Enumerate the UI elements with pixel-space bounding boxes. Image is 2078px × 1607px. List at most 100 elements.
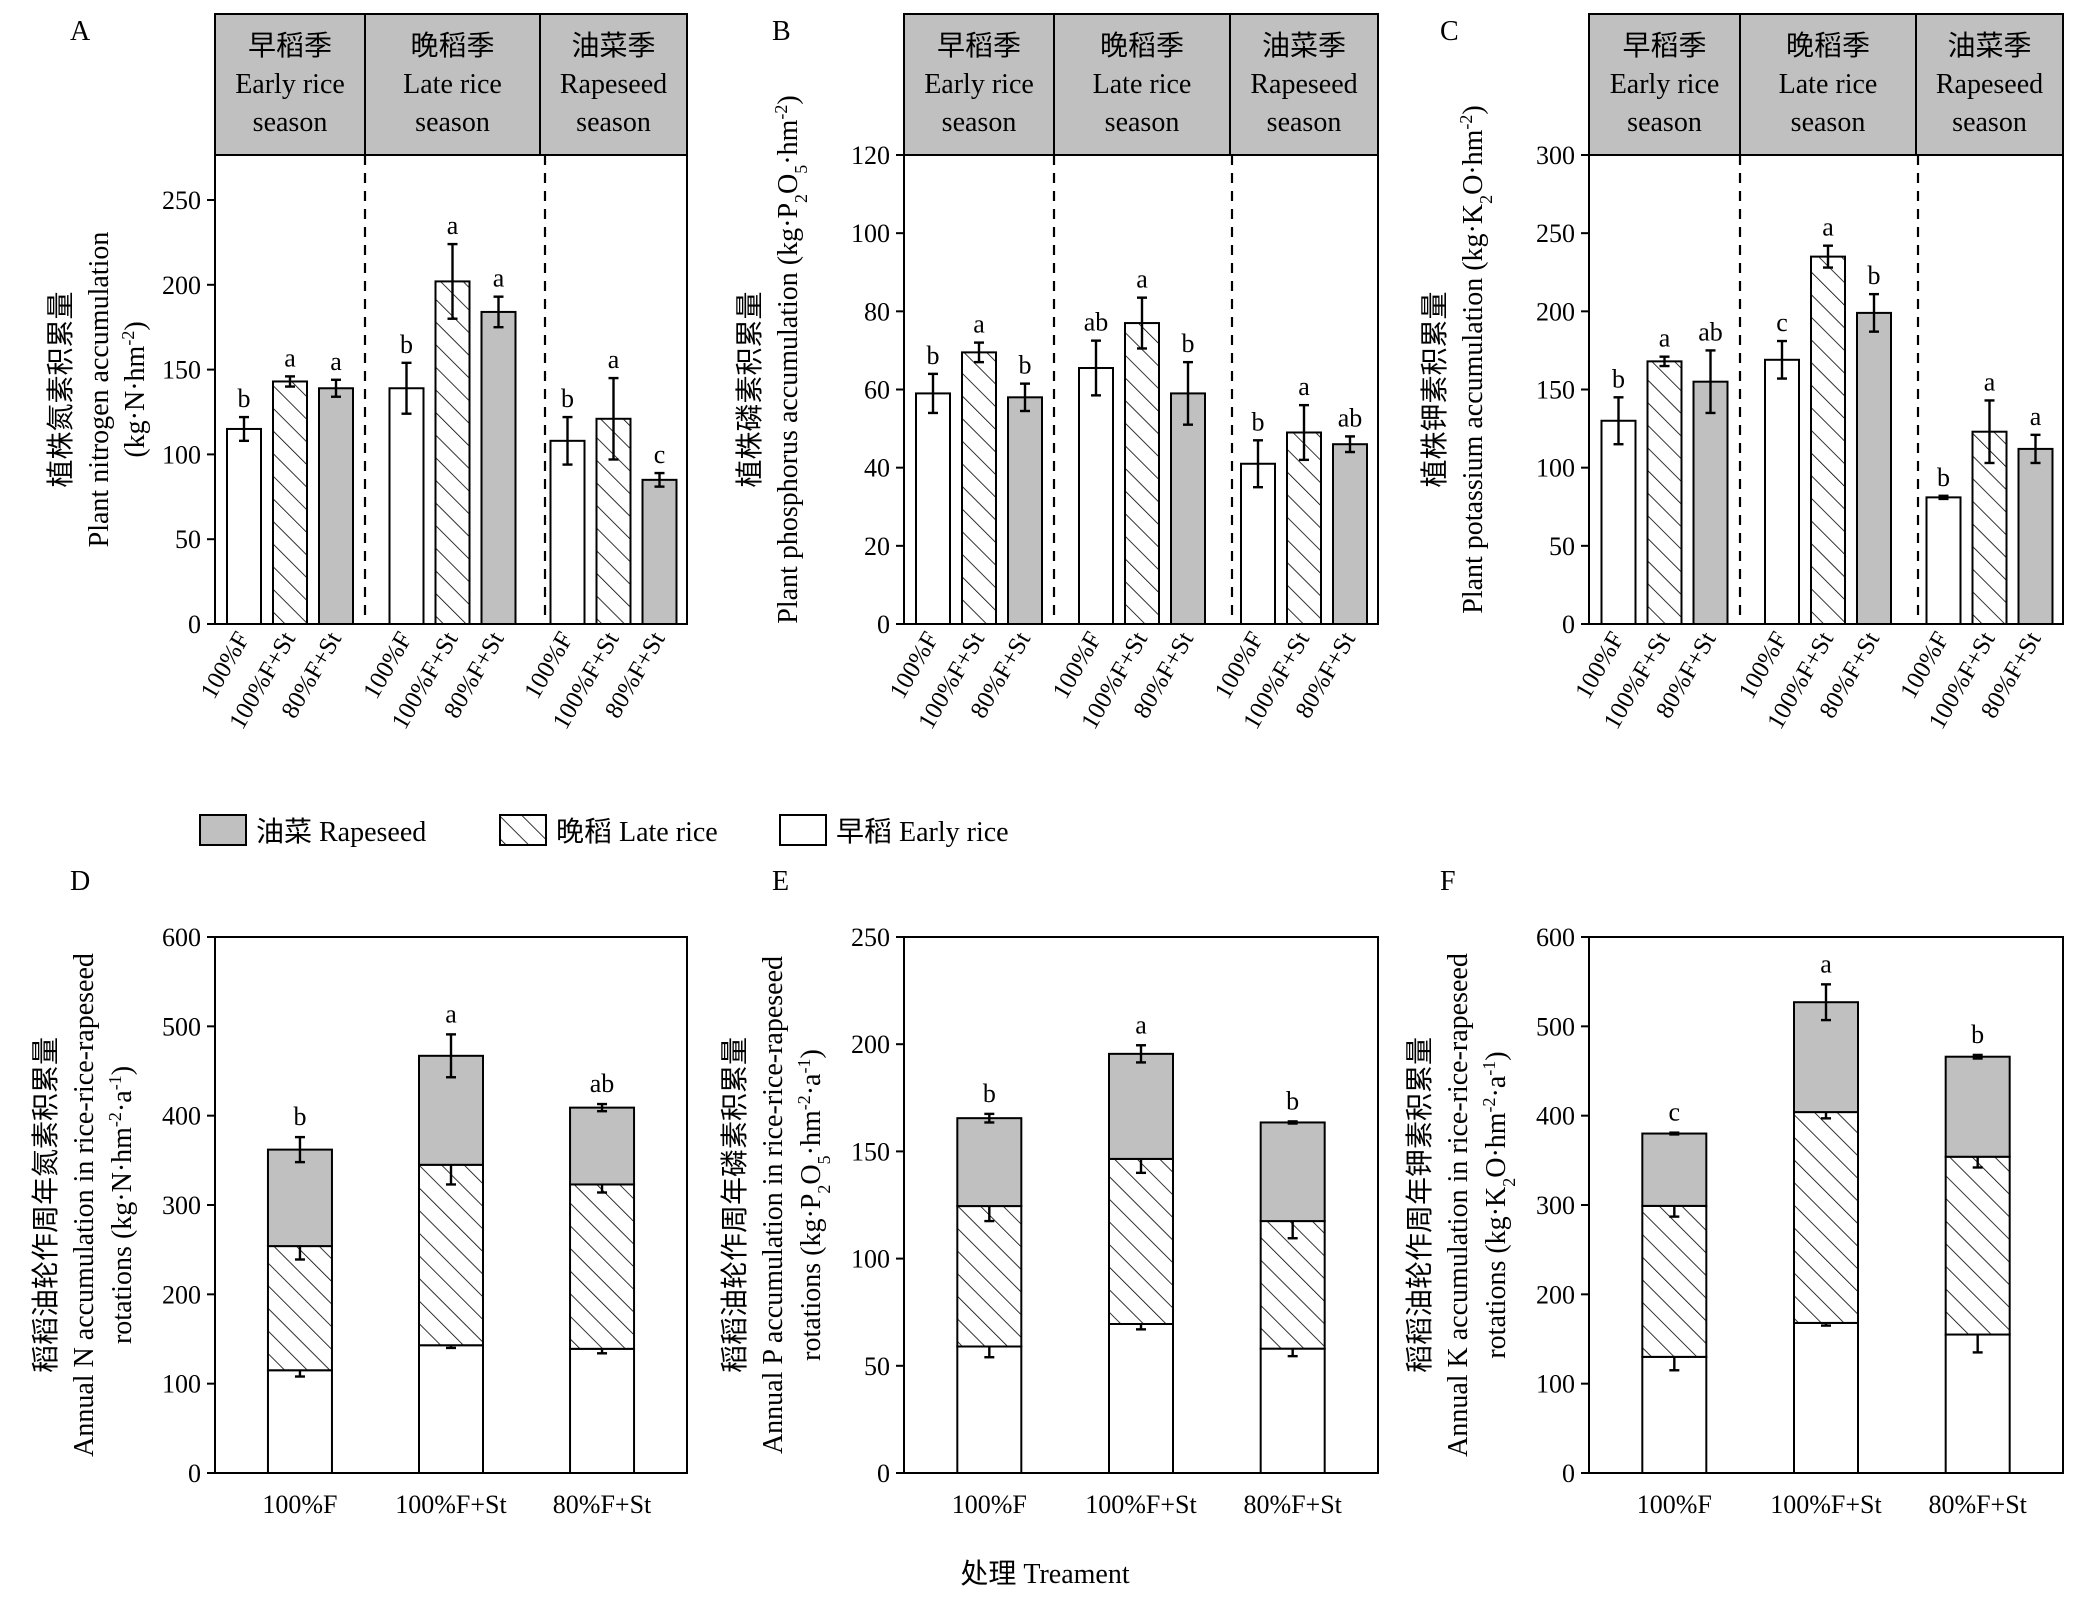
panel-b: B 早稻季 Early rice season 晚稻季 Late rice season 油菜… <box>734 13 1379 734</box>
significance-letter: b <box>1252 407 1265 436</box>
season-label-en: season <box>1791 107 1866 138</box>
significance-letter: a <box>493 264 505 293</box>
y-axis-label-zh: 稻稻油轮作周年氮素积累量 <box>30 1037 62 1373</box>
stacked-segment <box>956 1205 1023 1348</box>
bar <box>434 280 471 625</box>
y-tick-label: 200 <box>851 1030 890 1059</box>
season-header-box <box>539 13 688 156</box>
significance-letter: a <box>1822 213 1834 242</box>
bar <box>1692 380 1729 625</box>
y-tick-label: 80 <box>864 297 890 326</box>
bar <box>641 478 678 625</box>
significance-letter: a <box>1984 367 1996 396</box>
panel-letter: C <box>1440 16 1459 47</box>
significance-letter: b <box>1937 463 1950 492</box>
y-tick-label: 100 <box>851 1245 890 1274</box>
y-axis-label-en: Annual N accumulation in rice-rice-rapes… <box>69 953 100 1457</box>
significance-letter: a <box>1298 372 1310 401</box>
y-axis-label-en: Plant potassium accumulation (kg·K2O·hm-… <box>1456 105 1496 613</box>
y-tick-label: 120 <box>851 141 890 170</box>
significance-letter: c <box>1776 308 1788 337</box>
bar <box>1925 496 1962 625</box>
legend: 油菜 Rapeseed 晚稻 Late rice 早稻 Early rice <box>199 814 1009 848</box>
stacked-segment <box>569 1347 636 1474</box>
significance-letter: b <box>400 330 413 359</box>
season-header-box <box>214 13 366 156</box>
y-tick-label: 40 <box>864 454 890 483</box>
y-tick-label: 0 <box>877 610 890 639</box>
stacked-segment <box>1259 1347 1326 1474</box>
season-label-en: Early rice <box>924 69 1034 100</box>
panel-c: C 早稻季 Early rice season 晚稻季 Late rice season 油菜… <box>1419 13 2064 734</box>
season-header-box <box>364 13 541 156</box>
significance-letter: ab <box>1084 308 1109 337</box>
significance-letter: a <box>1820 949 1832 978</box>
y-tick-label: 250 <box>162 186 201 215</box>
panel-e: E 0 50 100 150 200 250 稻稻油轮作周年磷素积累量 Annual P acc… <box>719 866 1379 1519</box>
y-tick-label: 0 <box>1562 1459 1575 1488</box>
panel-letter: F <box>1440 866 1456 897</box>
y-axis-unit: (kg·N·hm-2) <box>118 321 151 457</box>
stacked-segment <box>569 1106 636 1186</box>
panel-letter: D <box>70 866 90 897</box>
significance-letter: b <box>1182 329 1195 358</box>
bar <box>1600 419 1637 625</box>
y-tick-label: 400 <box>1536 1102 1575 1131</box>
significance-letter: a <box>608 345 620 374</box>
significance-letter: c <box>1669 1098 1681 1127</box>
significance-letter: ab <box>1698 317 1723 346</box>
significance-letter: b <box>983 1079 996 1108</box>
season-label-en: season <box>576 107 651 138</box>
bar <box>549 439 586 625</box>
bar <box>915 392 951 625</box>
x-tick-label: 100%F <box>262 1490 337 1519</box>
season-label-en: season <box>1267 107 1342 138</box>
y-tick-label: 150 <box>851 1137 890 1166</box>
panel-letter: A <box>70 16 91 47</box>
legend-swatch-rapeseed <box>199 814 247 846</box>
stacked-segment <box>266 1245 333 1372</box>
y-tick-label: 100 <box>162 1370 201 1399</box>
significance-letter: a <box>284 343 296 372</box>
y-tick-label: 50 <box>864 1352 890 1381</box>
season-header-box <box>1915 13 2064 156</box>
season-label-zh: 油菜季 <box>1262 30 1346 62</box>
x-tick-label: 100%F <box>952 1490 1027 1519</box>
y-axis-label-en: Plant phosphorus accumulation (kg·P2O5·h… <box>771 95 811 623</box>
significance-letter: a <box>330 347 342 376</box>
legend-label-early-rice: 早稻 Early rice <box>836 816 1009 848</box>
stacked-segment <box>1259 1220 1326 1350</box>
panel-letter: B <box>772 16 791 47</box>
x-tick-label: 80%F+St <box>553 1490 652 1519</box>
y-tick-label: 400 <box>162 1102 201 1131</box>
panel-letter: E <box>772 866 789 897</box>
y-tick-label: 100 <box>1536 1370 1575 1399</box>
bar <box>1007 396 1043 626</box>
season-label-en: Rapeseed <box>1936 69 2043 100</box>
y-tick-label: 0 <box>877 1459 890 1488</box>
stacked-segment <box>418 1163 484 1347</box>
y-axis-label-zh: 稻稻油轮作周年磷素积累量 <box>719 1037 751 1373</box>
y-axis-label-zh: 稻稻油轮作周年钾素积累量 <box>1404 1037 1436 1373</box>
stacked-segment <box>1944 1155 2011 1336</box>
bar <box>2017 447 2054 626</box>
stacked-segment <box>1641 1132 1708 1207</box>
significance-letter: ab <box>1338 403 1363 432</box>
x-tick-label: 80%F+St <box>1243 1490 1342 1519</box>
y-tick-label: 150 <box>162 356 201 385</box>
y-axis-unit: rotations (kg·P2O5·hm-2·a-1) <box>794 1049 834 1361</box>
legend-swatch-late-rice <box>499 814 547 846</box>
y-tick-label: 200 <box>162 271 201 300</box>
x-axis-title: 处理 Treament <box>960 1558 1130 1590</box>
season-label-en: Early rice <box>1610 69 1720 100</box>
panel-f: F 0 100 200 300 400 500 600 稻稻油轮作周年钾素积累量 Annual K… <box>1404 866 2064 1519</box>
legend-swatch-early-rice <box>779 814 827 846</box>
season-header-box <box>1739 13 1917 156</box>
season-label-en: Rapeseed <box>560 69 667 100</box>
significance-letter: a <box>445 999 457 1028</box>
y-tick-label: 300 <box>1536 1191 1575 1220</box>
significance-letter: b <box>1612 364 1625 393</box>
y-tick-label: 0 <box>1562 610 1575 639</box>
